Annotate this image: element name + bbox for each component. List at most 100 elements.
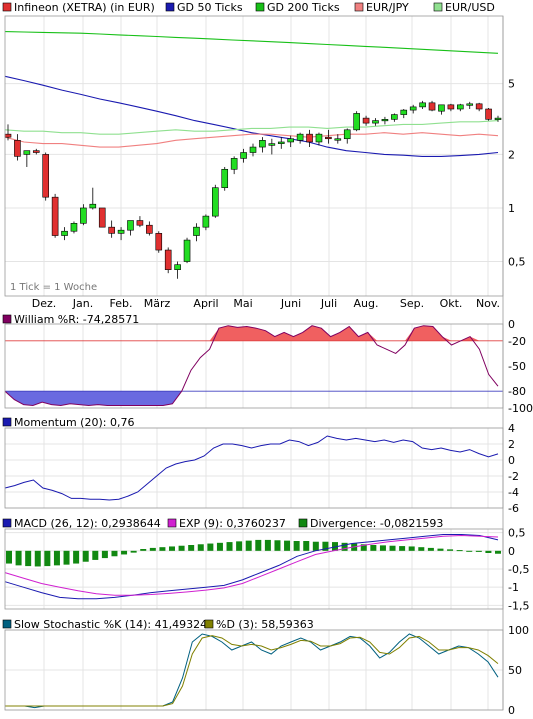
macd-divergence-bar-41 <box>399 546 406 551</box>
macd-ytick-0: 0,5 <box>508 527 526 540</box>
candle-body-3 <box>32 150 40 153</box>
legend-main-label-3: EUR/JPY <box>366 1 409 14</box>
macd-divergence-bar-29 <box>284 540 291 551</box>
candle-body-51 <box>485 108 492 120</box>
candle-body-45 <box>428 102 436 111</box>
stoch-ytick-1: 50 <box>508 664 522 677</box>
macd-divergence-bar-30 <box>293 541 300 551</box>
macd-divergence-bar-18 <box>178 545 185 551</box>
legend-williams-label-0: William %R: -74,28571 <box>14 313 139 326</box>
candle-body-28 <box>268 143 276 146</box>
price-ytick-3: 0,5 <box>508 256 526 269</box>
stoch-ytick-2: 0 <box>508 704 515 716</box>
candle-body-19 <box>183 239 191 262</box>
macd-divergence-bar-7 <box>73 550 80 564</box>
macd-divergence-bar-35 <box>341 542 348 551</box>
legend-macd-label-1: EXP (9): 0,3760237 <box>179 517 286 530</box>
candle-body-16 <box>155 233 163 251</box>
wr-line <box>4 325 499 407</box>
macd-divergence-bar-11 <box>111 550 118 557</box>
macd-divergence-bar-20 <box>197 544 204 551</box>
macd-divergence-bar-24 <box>236 541 243 551</box>
candle-body-20 <box>193 226 200 236</box>
stoch-d-line <box>5 635 499 707</box>
legend-main-swatch-4 <box>433 2 443 12</box>
month-label-11: Nov. <box>476 297 500 310</box>
candle-body-10 <box>98 207 106 228</box>
macd-divergence-bar-1 <box>15 550 22 566</box>
price-line-eur-usd <box>4 120 499 135</box>
macd-divergence-bar-9 <box>92 550 99 560</box>
legend-macd-swatch-2 <box>298 518 308 528</box>
legend-momentum-swatch-0 <box>2 417 12 427</box>
macd-divergence-bar-16 <box>159 547 166 551</box>
price-line-gd-200-ticks <box>4 31 499 54</box>
legend-main-swatch-3 <box>354 2 364 12</box>
macd-divergence-bar-37 <box>360 544 367 551</box>
month-label-7: Juli <box>320 297 337 310</box>
candle-body-32 <box>306 133 313 143</box>
momentum-line <box>4 435 499 501</box>
candle-body-29 <box>277 141 285 144</box>
macd-divergence-bar-45 <box>437 548 444 551</box>
tick-note: 1 Tick = 1 Woche <box>10 282 97 293</box>
legend-stoch-label-1: %D (3): 58,59363 <box>216 618 314 631</box>
price-ytick-2: 1 <box>508 202 515 215</box>
month-label-3: März <box>144 297 171 310</box>
legend-macd-label-0: MACD (26, 12): 0,2938644 <box>14 517 161 530</box>
wr-oversold-fill <box>5 391 498 406</box>
mom-ytick-2: 0 <box>508 454 515 467</box>
price-line-gd-50-ticks <box>4 75 499 157</box>
macd-divergence-bar-49 <box>475 550 482 552</box>
month-label-9: Sep. <box>400 297 424 310</box>
macd-ytick-4: -1,5 <box>508 599 529 612</box>
wr-ytick-1: -20 <box>508 335 526 348</box>
wr-ytick-0: 0 <box>508 318 515 331</box>
candle-body-5 <box>51 196 59 236</box>
month-label-5: Mai <box>233 297 252 310</box>
macd-divergence-bar-19 <box>188 545 195 551</box>
candle-body-40 <box>381 119 389 122</box>
macd-ytick-2: -0,5 <box>508 563 529 576</box>
macd-divergence-bar-22 <box>216 542 223 551</box>
legend-main-label-1: GD 50 Ticks <box>177 1 243 14</box>
macd-divergence-bar-14 <box>140 549 147 551</box>
candle-body-36 <box>343 129 351 140</box>
candle-body-4 <box>42 154 49 198</box>
mom-ytick-4: -4 <box>508 486 519 499</box>
macd-divergence-bar-48 <box>466 550 473 552</box>
legend-main-label-2: GD 200 Ticks <box>267 1 340 14</box>
candle-body-49 <box>466 103 474 106</box>
legend-stoch-label-0: Slow Stochastic %K (14): 41,49324 <box>14 618 207 631</box>
candle-body-7 <box>70 223 78 232</box>
macd-divergence-bar-47 <box>456 550 463 552</box>
candle-body-6 <box>61 230 68 236</box>
candle-body-15 <box>146 224 153 234</box>
stoch-k-line <box>5 633 499 709</box>
macd-divergence-bar-10 <box>101 550 108 559</box>
macd-divergence-bar-39 <box>379 545 386 551</box>
macd-ytick-3: -1 <box>508 581 519 594</box>
macd-divergence-bar-40 <box>389 545 396 551</box>
panel-frame-mom <box>4 427 504 509</box>
candle-body-0 <box>4 133 12 138</box>
macd-divergence-bar-25 <box>245 540 252 551</box>
macd-divergence-bar-13 <box>130 550 137 553</box>
legend-williams-swatch-0 <box>2 314 12 324</box>
macd-divergence-bar-17 <box>169 546 175 551</box>
candle-body-42 <box>400 109 408 115</box>
macd-divergence-bar-51 <box>495 550 501 554</box>
candle-body-8 <box>80 207 87 224</box>
candle-body-46 <box>438 104 445 112</box>
candle-body-11 <box>108 226 115 234</box>
price-ytick-0: 5 <box>508 78 515 91</box>
macd-divergence-bar-42 <box>408 546 415 551</box>
legend-main-label-0: Infineon (XETRA) (in EUR) <box>14 1 155 14</box>
candle-body-44 <box>419 102 426 108</box>
candle-body-34 <box>325 136 332 140</box>
candle-body-24 <box>230 158 238 170</box>
candle-body-12 <box>117 229 125 234</box>
macd-divergence-bar-28 <box>274 540 281 551</box>
